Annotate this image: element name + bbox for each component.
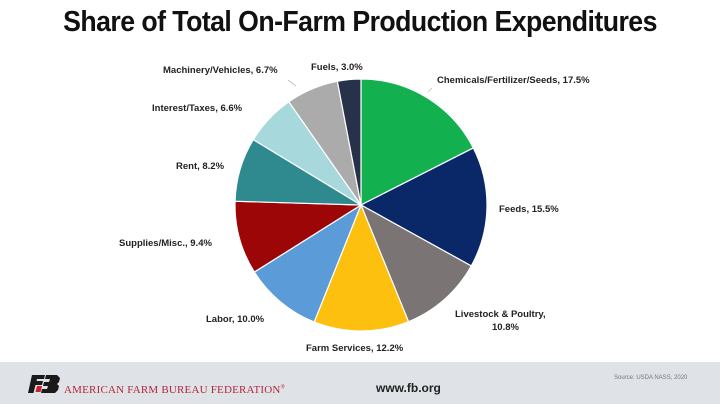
pie-slice-fuels [336,78,362,206]
label-interest: Interest/Taxes, 6.6% [152,103,243,114]
label-feeds: Feeds, 15.5% [499,204,559,215]
label-supplies: Supplies/Misc., 9.4% [119,238,212,249]
chart-title: Share of Total On-Farm Production Expend… [63,6,657,38]
pie-slice-farm-services [313,203,410,332]
label-farm-services: Farm Services, 12.2% [306,343,404,354]
label-fuels: Fuels, 3.0% [311,62,363,73]
pie-chart [234,78,488,332]
organization-text: AMERICAN FARM BUREAU FEDERATION [64,384,281,396]
registered-mark: ® [280,384,286,391]
footer-bar: AMERICAN FARM BUREAU FEDERATION® www.fb.… [0,362,720,404]
pie-slice-feeds [359,147,488,267]
organization-name: AMERICAN FARM BUREAU FEDERATION® [64,384,285,396]
website-link[interactable]: www.fb.org [376,381,441,395]
label-rent: Rent, 8.2% [176,161,225,172]
pie-slice-livestock-poultry [359,203,473,323]
label-livestock: Livestock & Poultry, [455,309,546,320]
label-labor: Labor, 10.0% [206,314,265,325]
fb-logo-icon [28,375,60,393]
label-machinery: Machinery/Vehicles, 6.7% [163,65,278,76]
pie-slice-labor [253,203,363,323]
source-note: Source: USDA NASS, 2020 [614,375,688,381]
label-leader-lines [287,79,433,93]
label-chemicals: Chemicals/Fertilizer/Seeds, 17.5% [437,75,590,86]
pie-slice-chemicals-fertilizer-seeds [360,78,475,206]
leader-line-machinery [287,79,297,87]
leader-line-chemicals [427,87,433,93]
pie-slices [234,78,488,332]
label-livestock-value: 10.8% [492,322,519,333]
